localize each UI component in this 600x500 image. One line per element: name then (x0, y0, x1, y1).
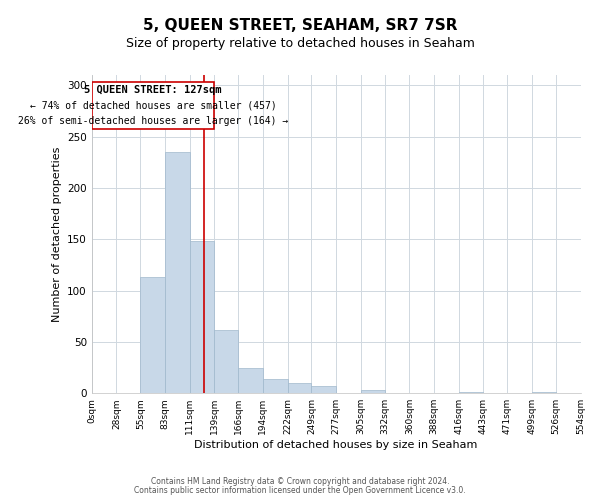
Text: 5, QUEEN STREET, SEAHAM, SR7 7SR: 5, QUEEN STREET, SEAHAM, SR7 7SR (143, 18, 457, 32)
Bar (140, 277, 165, 393)
X-axis label: Distribution of detached houses by size in Seaham: Distribution of detached houses by size … (194, 440, 478, 450)
Text: 26% of semi-detached houses are larger (164) →: 26% of semi-detached houses are larger (… (18, 116, 288, 126)
Text: Contains HM Land Registry data © Crown copyright and database right 2024.: Contains HM Land Registry data © Crown c… (151, 477, 449, 486)
FancyBboxPatch shape (92, 82, 214, 130)
Bar (190, 242, 214, 393)
Text: ← 74% of detached houses are smaller (457): ← 74% of detached houses are smaller (45… (30, 100, 277, 110)
Bar (263, 379, 287, 393)
Bar (238, 368, 263, 393)
Bar (459, 392, 482, 393)
Bar (311, 386, 336, 393)
Bar (361, 390, 385, 393)
Bar (532, 392, 556, 393)
Text: Contains public sector information licensed under the Open Government Licence v3: Contains public sector information licen… (134, 486, 466, 495)
Bar (165, 152, 190, 393)
Text: Size of property relative to detached houses in Seaham: Size of property relative to detached ho… (125, 38, 475, 51)
Bar (214, 330, 238, 393)
Bar (287, 383, 311, 393)
Text: 5 QUEEN STREET: 127sqm: 5 QUEEN STREET: 127sqm (85, 84, 222, 94)
Y-axis label: Number of detached properties: Number of detached properties (52, 146, 62, 322)
